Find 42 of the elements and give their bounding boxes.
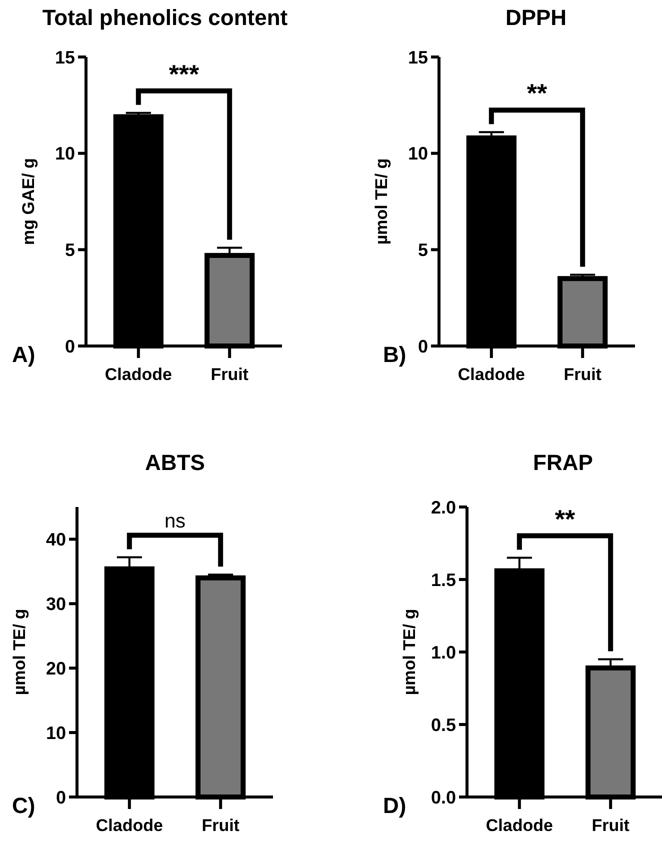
y-axis-title: µmol TE/ g: [372, 158, 391, 245]
y-tick-label: 0: [418, 336, 428, 356]
y-tick-label: 0: [64, 336, 75, 356]
y-axis-title: mg GAE/ g: [19, 158, 38, 245]
x-tick-label: Cladode: [104, 365, 172, 384]
chart-title: Total phenolics content: [42, 5, 288, 30]
x-tick-label: Fruit: [202, 816, 240, 835]
chart-title: FRAP: [533, 450, 593, 475]
y-tick-label: 10: [408, 144, 428, 164]
y-tick-label: 15: [408, 47, 428, 68]
x-tick-label: Cladode: [96, 816, 163, 835]
text: D): [383, 793, 406, 818]
x-tick-label: Fruit: [210, 365, 249, 384]
y-tick-label: 0: [56, 787, 66, 808]
x-tick-label: Fruit: [592, 816, 630, 835]
y-tick-label: 0.5: [430, 714, 456, 735]
text: C): [12, 793, 36, 818]
x-tick-label: Cladode: [458, 365, 525, 384]
y-tick-label: 0.0: [430, 787, 456, 808]
x-tick-label: Fruit: [564, 365, 602, 384]
y-tick-label: 1.5: [430, 570, 456, 590]
y-tick-label: 5: [64, 240, 75, 260]
y-tick-label: 10: [46, 722, 66, 743]
y-tick-label: 2.0: [430, 497, 456, 518]
x-tick-label: Cladode: [486, 816, 553, 835]
chart-title: DPPH: [505, 5, 567, 30]
annotation: ***: [168, 58, 200, 89]
y-tick-label: 10: [54, 144, 75, 164]
annotation: **: [526, 78, 548, 108]
y-tick-label: 20: [46, 658, 66, 678]
y-tick-label: 30: [46, 594, 66, 614]
annotation: **: [554, 504, 576, 534]
y-tick-label: 40: [46, 530, 66, 550]
text: A): [12, 342, 36, 367]
annotation: ns: [164, 510, 186, 532]
y-tick-label: 15: [54, 47, 75, 68]
y-axis-title: µmol TE/ g: [400, 608, 419, 696]
y-tick-label: 5: [418, 240, 428, 260]
chart-title: ABTS: [145, 450, 205, 475]
y-tick-label: 1.0: [430, 642, 456, 662]
y-axis-title: µmol TE/ g: [10, 608, 29, 696]
text: B): [383, 342, 406, 367]
